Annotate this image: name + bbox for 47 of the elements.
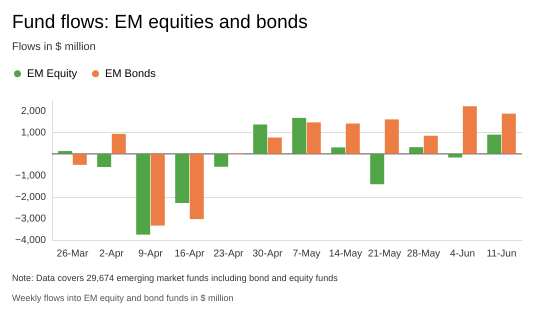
y-tick-label: −4,000: [15, 235, 46, 246]
chart-title: Fund flows: EM equities and bonds: [12, 12, 308, 33]
bar: [72, 154, 87, 165]
y-tick-label: −2,000: [15, 192, 46, 203]
x-tick-label: 30-Apr: [252, 248, 284, 260]
x-tick-label: 14-May: [328, 248, 362, 260]
bar: [331, 147, 346, 154]
legend-label: EM Bonds: [105, 68, 156, 80]
bar: [58, 151, 72, 154]
bar: [409, 147, 424, 154]
x-tick-label: 23-Apr: [213, 248, 244, 260]
bar: [384, 119, 399, 154]
chart-subtitle: Flows in $ million: [12, 41, 96, 53]
x-tick-label: 26-Mar: [56, 248, 89, 260]
x-tick-label: 16-Apr: [174, 248, 206, 260]
bar: [424, 136, 438, 154]
bar: [175, 154, 190, 203]
bar: [268, 137, 282, 154]
bar: [190, 154, 204, 220]
y-tick-label: −1,000: [15, 170, 46, 182]
bar: [214, 154, 228, 167]
x-tick-label: 2-Apr: [99, 248, 124, 260]
x-tick-label: 4-Jun: [450, 248, 476, 260]
bar: [487, 134, 502, 154]
bar: [306, 122, 321, 154]
bar: [97, 154, 112, 167]
bar: [136, 154, 150, 235]
y-tick-label: −3,000: [15, 213, 46, 224]
x-tick-label: 7-May: [292, 248, 320, 260]
bar: [370, 154, 384, 184]
text: Weekly flows into EM equity and bond funds in $ million: [12, 293, 234, 303]
bar: [346, 123, 360, 154]
text: Note: Data covers 29,674 emerging market funds including bond and equity funds: [12, 273, 338, 283]
legend-label: EM Equity: [27, 68, 78, 80]
bar: [150, 154, 165, 226]
x-tick-label: 11-Jun: [486, 248, 516, 260]
x-tick-label: 9-Apr: [138, 248, 164, 260]
bar: [502, 114, 516, 154]
bar: [112, 134, 126, 154]
bar: [292, 118, 306, 154]
x-tick-label: 28-May: [406, 248, 440, 260]
y-tick-label: 2,000: [20, 106, 46, 117]
x-tick-label: 21-May: [368, 248, 402, 260]
y-tick-label: 1,000: [20, 127, 46, 138]
bar: [462, 106, 477, 154]
bar: [253, 124, 268, 154]
bar: [448, 154, 462, 158]
